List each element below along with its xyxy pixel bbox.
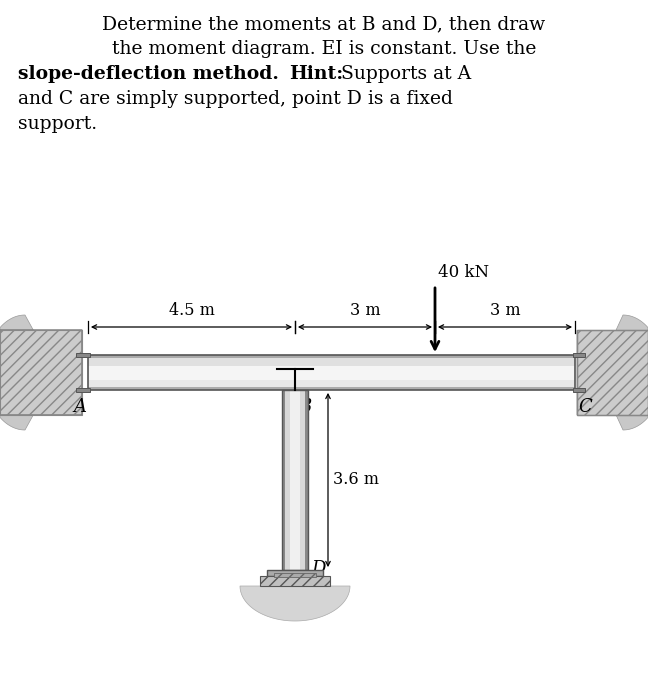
Polygon shape — [577, 315, 648, 430]
Text: B: B — [298, 398, 311, 416]
Text: and C are simply supported, point D is a fixed: and C are simply supported, point D is a… — [18, 90, 453, 108]
Text: slope-deflection method.: slope-deflection method. — [18, 65, 279, 83]
Bar — [260, 576, 330, 586]
Bar — [282, 390, 308, 570]
Text: Hint:: Hint: — [289, 65, 343, 83]
Bar — [305, 390, 308, 570]
Bar — [88, 379, 575, 387]
Bar — [300, 390, 305, 570]
Text: Supports at A: Supports at A — [335, 65, 471, 83]
Text: A: A — [73, 398, 86, 416]
FancyBboxPatch shape — [0, 330, 82, 415]
Bar — [76, 353, 90, 357]
Text: 3 m: 3 m — [350, 302, 380, 319]
Polygon shape — [240, 586, 350, 621]
Bar — [88, 387, 575, 390]
Bar — [290, 390, 300, 570]
Bar — [76, 388, 90, 392]
Bar — [573, 388, 585, 392]
Text: C: C — [578, 398, 592, 416]
Bar — [274, 573, 316, 577]
Bar — [267, 570, 323, 576]
Bar — [282, 390, 284, 570]
Bar — [284, 390, 290, 570]
Text: support.: support. — [18, 115, 97, 133]
Bar — [0, 330, 82, 415]
Bar — [577, 330, 648, 415]
Bar — [88, 355, 575, 390]
Text: D: D — [311, 560, 325, 578]
Text: Determine the moments at B and D, then draw: Determine the moments at B and D, then d… — [102, 15, 546, 33]
Text: 3 m: 3 m — [490, 302, 520, 319]
Text: 3.6 m: 3.6 m — [333, 472, 379, 489]
Bar — [577, 330, 648, 415]
Text: the moment diagram. EI is constant. Use the: the moment diagram. EI is constant. Use … — [112, 40, 536, 58]
Polygon shape — [0, 315, 80, 430]
Bar — [573, 353, 585, 357]
Bar — [88, 365, 575, 379]
Bar — [88, 358, 575, 365]
Text: 4.5 m: 4.5 m — [168, 302, 214, 319]
Text: 40 kN: 40 kN — [438, 264, 489, 281]
Bar — [88, 355, 575, 358]
